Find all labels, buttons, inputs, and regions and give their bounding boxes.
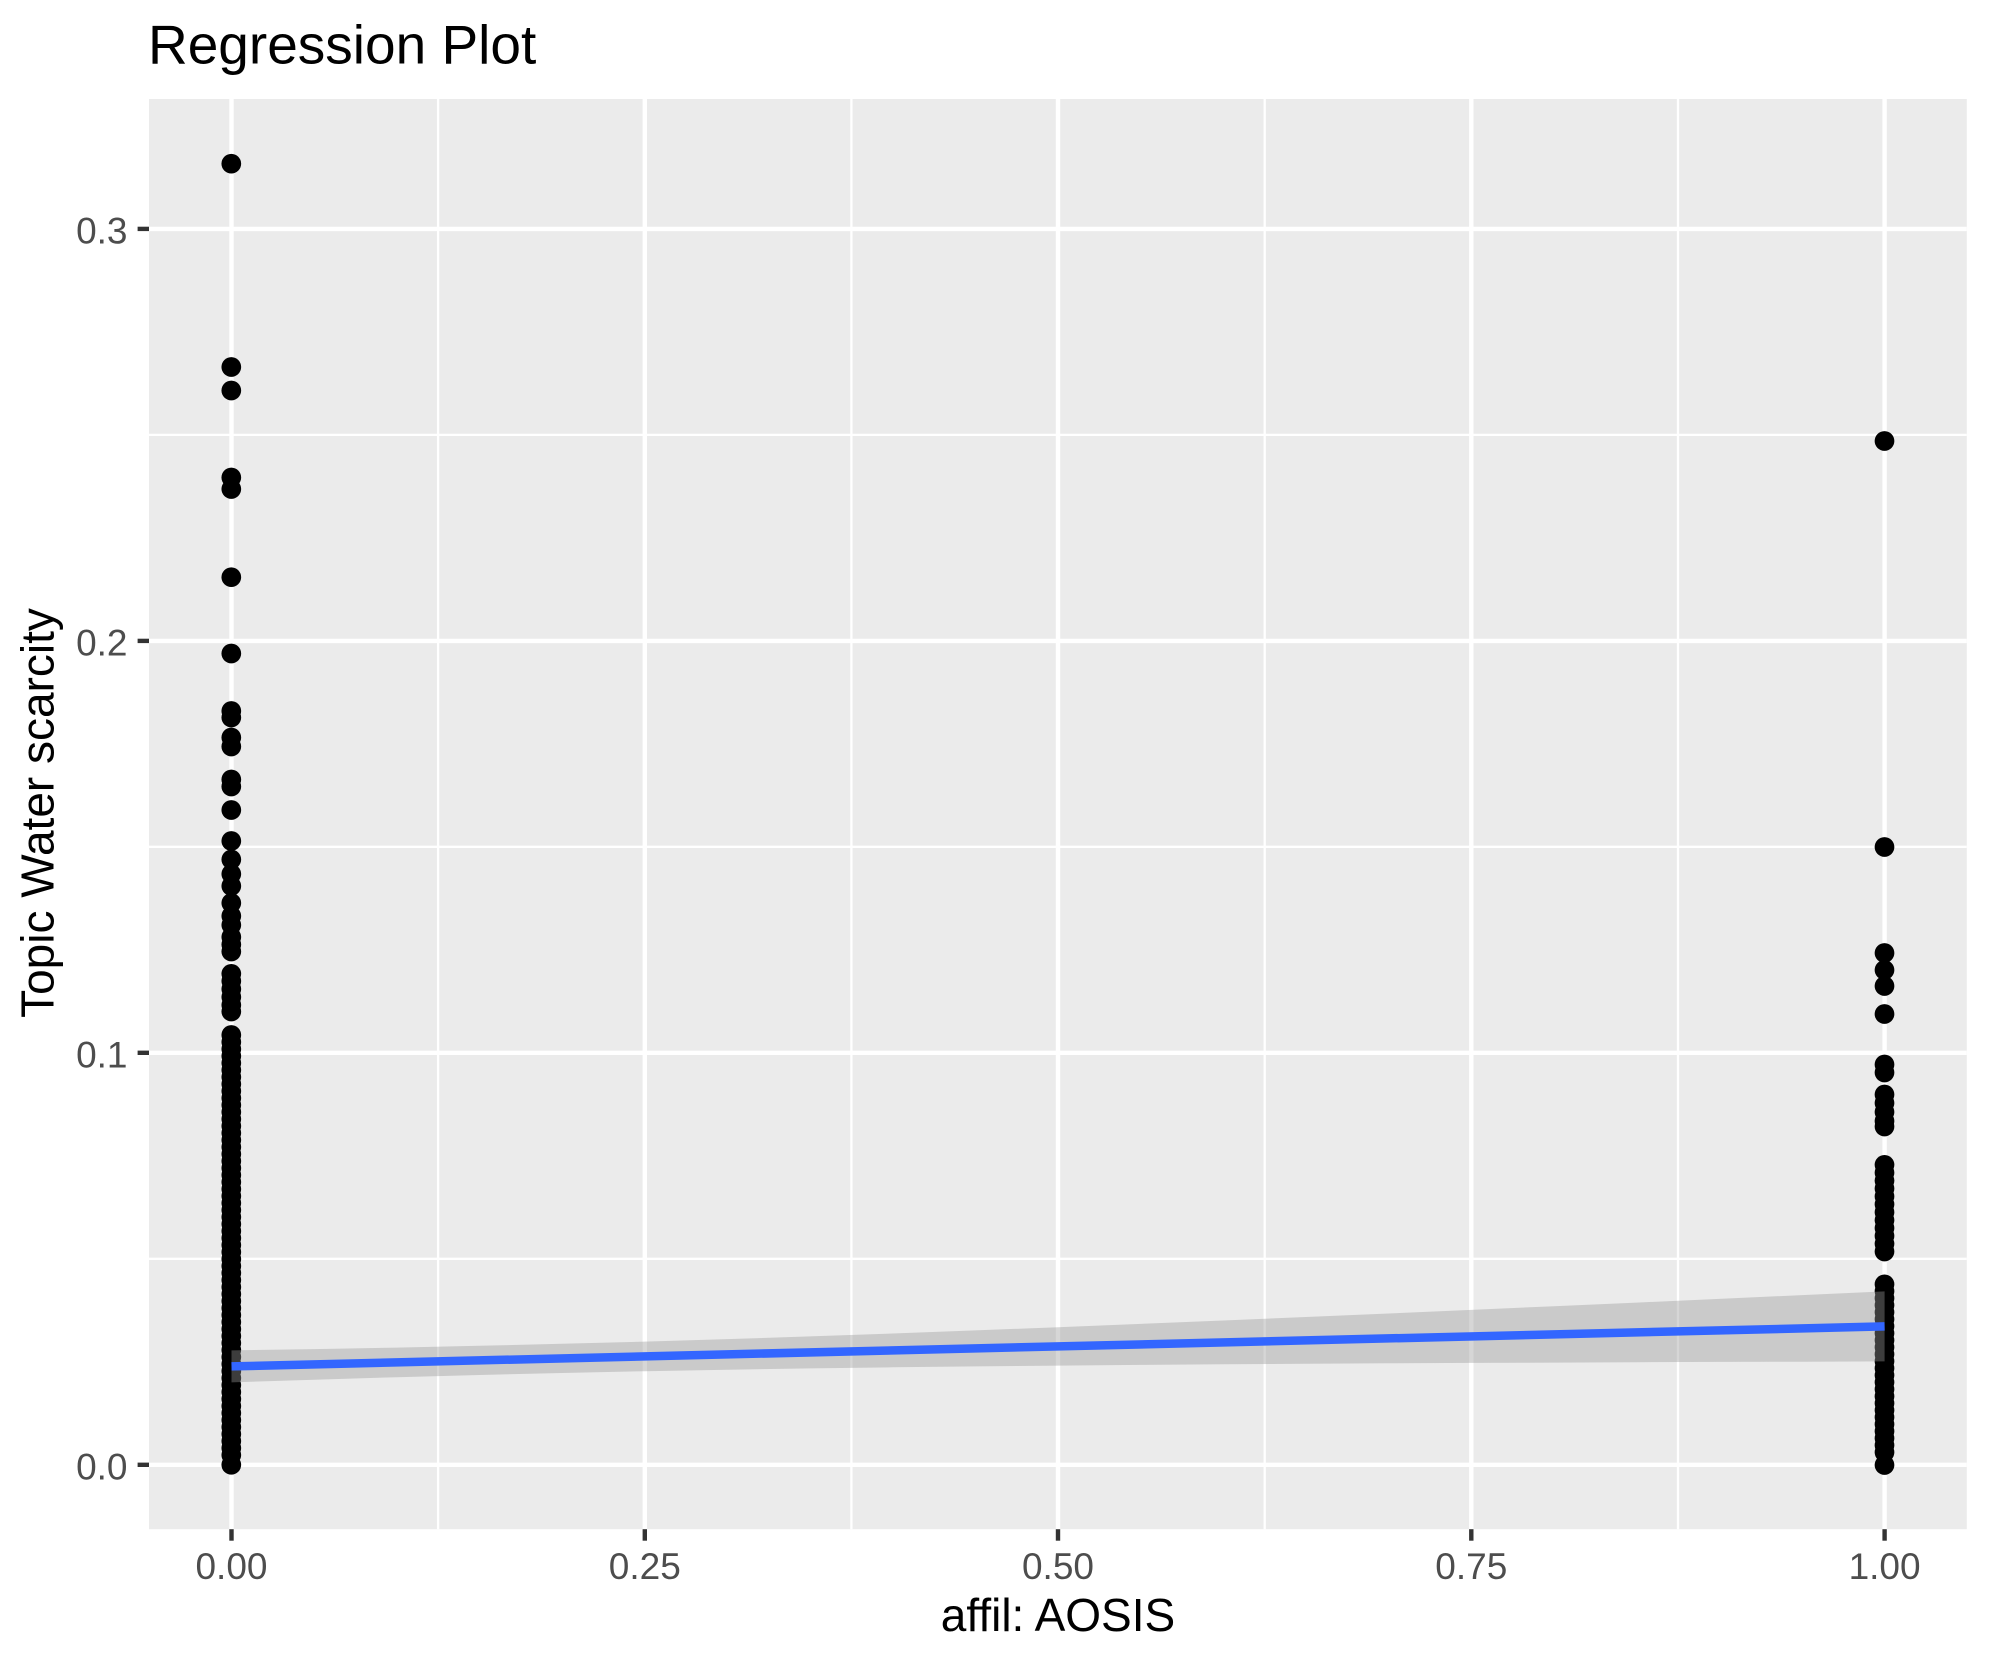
svg-text:0.1: 0.1 — [76, 1035, 127, 1076]
svg-text:Topic Water scarcity: Topic Water scarcity — [12, 608, 64, 1018]
svg-text:0.2: 0.2 — [76, 623, 127, 664]
svg-text:0.50: 0.50 — [1022, 1546, 1094, 1587]
svg-text:0.0: 0.0 — [76, 1447, 127, 1488]
svg-text:0.00: 0.00 — [195, 1546, 267, 1587]
svg-text:0.25: 0.25 — [609, 1546, 681, 1587]
svg-text:0.75: 0.75 — [1435, 1546, 1507, 1587]
svg-text:0.3: 0.3 — [76, 211, 127, 252]
svg-text:Regression Plot: Regression Plot — [148, 13, 536, 75]
svg-text:affil: AOSIS: affil: AOSIS — [941, 1589, 1175, 1641]
svg-text:1.00: 1.00 — [1849, 1546, 1921, 1587]
